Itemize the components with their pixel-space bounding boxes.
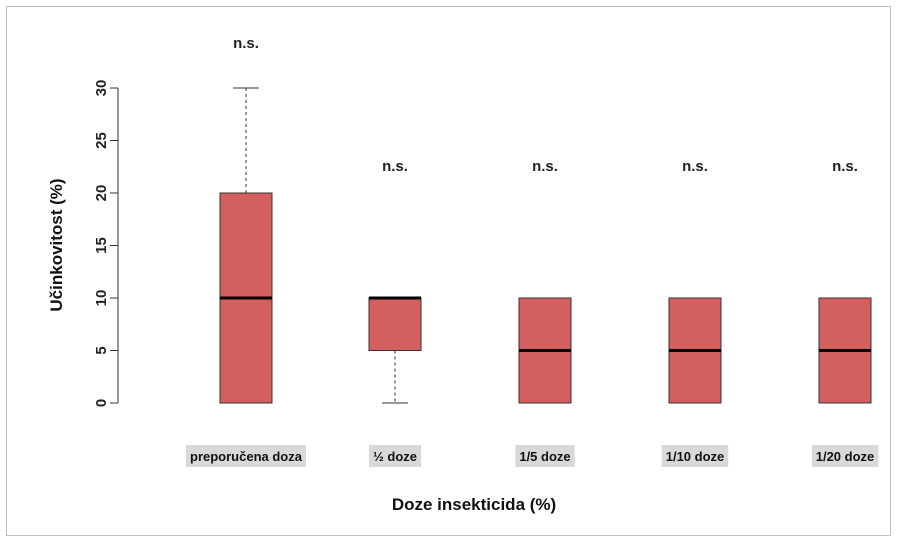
y-tick-label: 15 [93,237,110,254]
box-group [368,296,422,404]
category-label-background [515,445,575,467]
significance-label: n.s. [233,35,259,52]
category-label-text: 1/10 doze [666,449,725,464]
y-tick-label: 5 [93,346,110,354]
box-group [219,87,273,404]
significance-label: n.s. [532,158,558,175]
category-label: 1/20 doze [811,445,879,467]
category-label-background [811,445,879,467]
category-label-text: 1/20 doze [816,449,875,464]
box-group [818,297,872,404]
chart-frame [6,6,891,536]
category-label-background [661,445,729,467]
category-label: preporučena doza [186,445,306,467]
y-axis-label: Učinkovitost (%) [47,178,66,311]
y-tick-label: 0 [93,399,110,407]
category-label-text: preporučena doza [190,449,303,464]
category-label-background [186,445,306,467]
box-group [518,297,572,404]
box [368,297,422,351]
y-tick-label: 10 [93,290,110,307]
category-labels: preporučena doza ½ doze 1/5 doze 1/10 doze 1… [186,445,879,467]
category-label-text: ½ doze [373,449,417,464]
category-label: 1/10 doze [661,445,729,467]
y-tick-label: 20 [93,185,110,202]
y-tick-label: 25 [93,132,110,149]
category-label-background [368,445,422,467]
category-label: ½ doze [368,445,422,467]
significance-label: n.s. [832,158,858,175]
y-axis: 0 5 10 15 20 25 30 [93,80,119,407]
significance-label: n.s. [682,158,708,175]
category-label: 1/5 doze [515,445,575,467]
box-group [668,297,722,404]
x-axis-label: Doze insekticida (%) [392,495,556,514]
y-tick-label: 30 [93,80,110,97]
boxes [219,87,872,404]
significance-labels: n.s. n.s. n.s. n.s. n.s. [233,35,858,175]
category-label-text: 1/5 doze [519,449,570,464]
significance-label: n.s. [382,158,408,175]
